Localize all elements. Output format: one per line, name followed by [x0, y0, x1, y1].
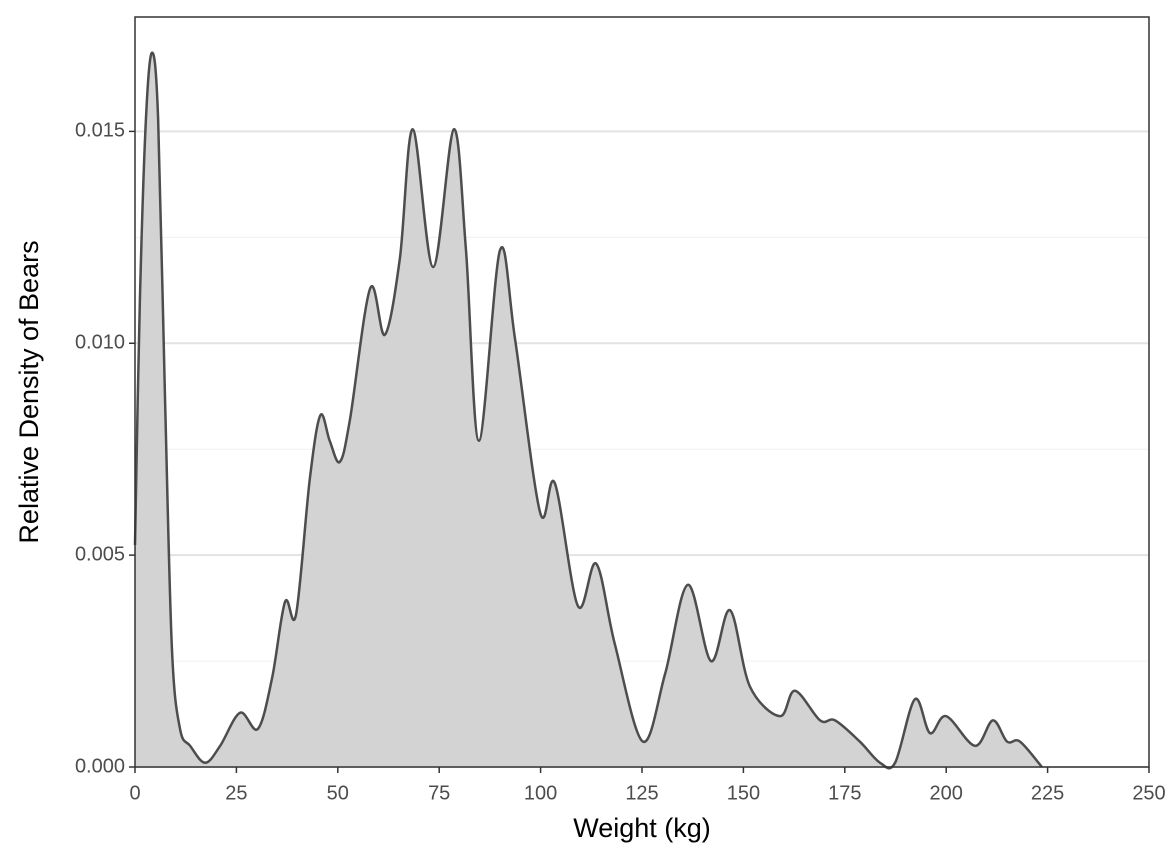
plot-border	[134, 16, 1150, 768]
x-tick-label: 75	[428, 782, 450, 804]
y-tick-label: 0.005	[75, 543, 125, 565]
area-fill	[135, 52, 1042, 769]
x-tick-label: 0	[129, 782, 140, 804]
x-tick-label: 25	[225, 782, 247, 804]
density-line	[133, 51, 1043, 770]
x-tick-label: 100	[524, 782, 557, 804]
y-tick-label: 0.010	[75, 332, 125, 354]
x-tick-label: 50	[327, 782, 349, 804]
y-tick-label: 0.000	[75, 755, 125, 777]
x-axis-title: Weight (kg)	[573, 813, 711, 843]
x-tick-label: 200	[930, 782, 963, 804]
x-tick-label: 125	[625, 782, 658, 804]
y-axis-title: Relative Density of Bears	[14, 240, 44, 543]
x-tick-label: 150	[727, 782, 760, 804]
y-tick-label: 0.015	[75, 120, 125, 142]
x-tick-label: 225	[1031, 782, 1064, 804]
x-tick-label: 250	[1132, 782, 1165, 804]
x-tick-label: 175	[828, 782, 861, 804]
